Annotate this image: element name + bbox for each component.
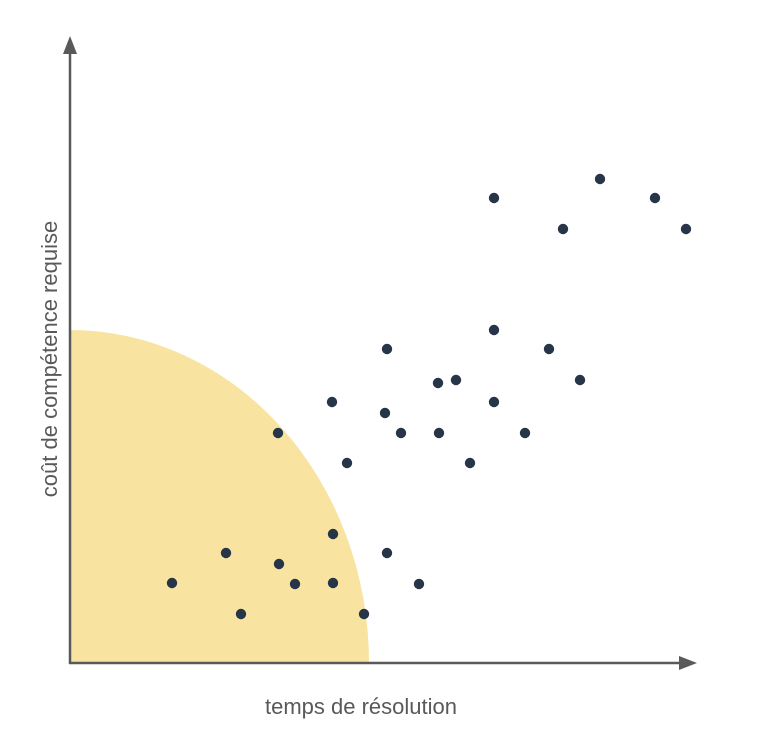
data-point — [557, 223, 569, 235]
data-point — [432, 377, 444, 389]
data-point — [358, 608, 370, 620]
data-point — [326, 396, 338, 408]
data-point — [272, 427, 284, 439]
data-point — [379, 407, 391, 419]
data-point — [235, 608, 247, 620]
data-point — [488, 192, 500, 204]
data-point — [464, 457, 476, 469]
data-point — [341, 457, 353, 469]
data-point — [488, 396, 500, 408]
data-point — [488, 324, 500, 336]
data-point — [381, 547, 393, 559]
y-axis-arrow-icon — [63, 36, 77, 54]
highlight-zone — [70, 330, 369, 663]
data-point — [433, 427, 445, 439]
data-point — [413, 578, 425, 590]
data-point — [273, 558, 285, 570]
data-point — [289, 578, 301, 590]
x-axis-arrow-icon — [679, 656, 697, 670]
data-point — [381, 343, 393, 355]
data-point — [519, 427, 531, 439]
data-point — [395, 427, 407, 439]
data-point — [166, 577, 178, 589]
x-axis-label: temps de résolution — [265, 694, 457, 719]
data-point — [327, 577, 339, 589]
y-axis-label: coût de compétence requise — [37, 221, 62, 497]
data-points — [166, 173, 692, 620]
data-point — [327, 528, 339, 540]
data-point — [649, 192, 661, 204]
data-point — [450, 374, 462, 386]
data-point — [680, 223, 692, 235]
data-point — [220, 547, 232, 559]
data-point — [543, 343, 555, 355]
data-point — [574, 374, 586, 386]
data-point — [594, 173, 606, 185]
